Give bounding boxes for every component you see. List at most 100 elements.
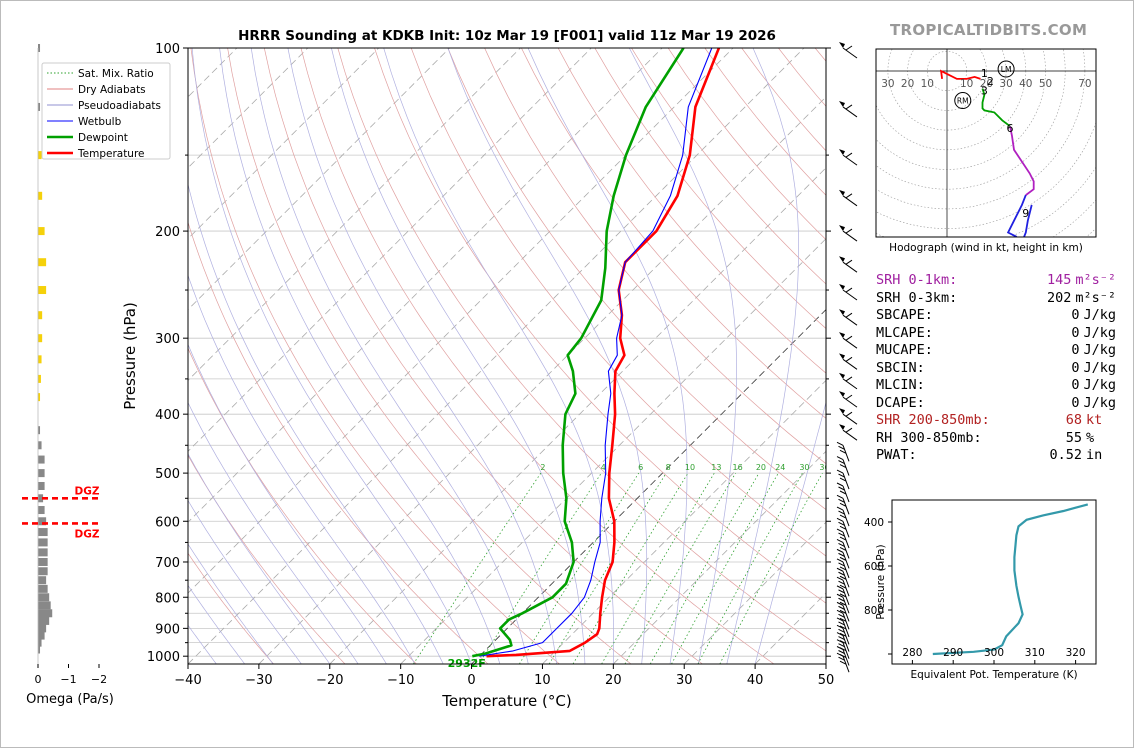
barb-shaft xyxy=(842,314,858,326)
barb-feather xyxy=(839,464,847,469)
legend-label: Dewpoint xyxy=(78,132,128,144)
barb-flag xyxy=(839,391,845,398)
barb-flag xyxy=(839,372,845,379)
index-value: 68 xyxy=(1065,412,1082,428)
wind-barb xyxy=(836,548,850,569)
pseudoadiabat xyxy=(447,48,648,664)
omega-bar xyxy=(38,469,45,478)
storm-motion-marker xyxy=(954,92,972,110)
isotherm-line xyxy=(188,48,521,381)
omega-tick-label: −1 xyxy=(60,673,76,686)
wind-barb xyxy=(839,42,858,59)
barb-feather xyxy=(839,502,847,507)
isotherm-line xyxy=(188,48,734,594)
dry-adiabat xyxy=(374,48,826,604)
x-tick-label: 50 xyxy=(818,673,835,688)
omega-bar xyxy=(38,631,45,640)
barb-feather xyxy=(836,601,844,606)
x-tick-label: 20 xyxy=(605,673,622,688)
dry-adiabat xyxy=(594,48,826,329)
pseudoadiabat xyxy=(331,48,586,664)
isotherm-line xyxy=(188,48,663,523)
index-row: MLCAPE: 0 J/kg xyxy=(876,325,1116,343)
wind-barb xyxy=(839,256,858,273)
pseudoadiabat xyxy=(188,343,387,664)
barb-feather xyxy=(839,514,847,519)
barb-shaft xyxy=(842,429,858,441)
legend-label: Sat. Mix. Ratio xyxy=(78,68,154,80)
barb-shaft xyxy=(842,337,858,349)
omega-bar xyxy=(38,286,47,295)
omega-bar xyxy=(38,616,50,625)
dry-adiabat xyxy=(263,48,703,664)
wind-barb xyxy=(836,624,850,645)
hodograph-ring-label: 30 xyxy=(881,78,894,90)
index-value: 202 xyxy=(1046,289,1072,306)
index-row: SHR 200-850mb: 68 kt xyxy=(876,412,1116,430)
hodograph-height-label: 3 xyxy=(981,85,988,98)
y-tick-label: 800 xyxy=(155,591,180,606)
x-tick-label: −20 xyxy=(316,673,343,688)
omega-bar xyxy=(38,102,41,111)
index-unit: J/kg xyxy=(1083,342,1116,358)
omega-bar xyxy=(38,44,41,52)
x-tick-label: −30 xyxy=(245,673,272,688)
sounding-indices: SRH 0-1km: 145 m²s⁻² SRH 0-3km: 202 m²s⁻² SBCA… xyxy=(876,272,1116,465)
omega-plot: 0 −1 −2 Omega (Pa/s) DGZ DGZ xyxy=(22,44,114,707)
barb-flag xyxy=(839,332,845,339)
barb-feather xyxy=(839,625,847,630)
index-unit: J/kg xyxy=(1083,324,1116,341)
x-tick-label: −40 xyxy=(174,673,201,688)
hodograph-frame xyxy=(875,48,1097,238)
hodograph-trace xyxy=(981,88,1011,127)
barb-feather xyxy=(839,601,847,606)
barb-feather xyxy=(836,494,844,499)
barb-feather xyxy=(845,228,853,234)
series-line-dewpoint xyxy=(472,48,685,658)
index-label: SBCAPE: xyxy=(876,307,933,323)
index-unit: m²s⁻² xyxy=(1075,289,1116,306)
index-value: 0 xyxy=(1071,307,1080,323)
y-tick-label: 600 xyxy=(155,515,180,530)
dry-adiabat xyxy=(447,48,826,511)
index-row: SRH 0-1km: 145 m²s⁻² xyxy=(876,272,1116,290)
barb-feather xyxy=(838,580,845,585)
y-tick-label: 100 xyxy=(155,42,180,57)
index-unit: kt xyxy=(1086,412,1103,428)
omega-bar xyxy=(38,334,43,343)
barb-shaft xyxy=(842,261,858,273)
wind-barb xyxy=(836,517,850,538)
barb-feather xyxy=(839,556,847,561)
mixing-ratio-line xyxy=(601,472,715,664)
barb-flag xyxy=(839,100,845,107)
wind-barb xyxy=(839,372,858,390)
barb-feather xyxy=(845,427,853,433)
wind-barb xyxy=(839,309,858,326)
index-label: DCAPE: xyxy=(876,394,925,411)
barb-shaft xyxy=(842,358,858,370)
index-label: RH 300-850mb: xyxy=(876,429,982,446)
pseudoadiabat xyxy=(188,584,245,664)
barb-feather xyxy=(836,585,844,590)
dry-adiabat xyxy=(337,48,826,652)
index-label: MLCAPE: xyxy=(876,324,933,341)
barb-feather xyxy=(836,528,844,533)
chart-legend: Sat. Mix. Ratio Dry Adiabats Pseudoadiabat… xyxy=(41,62,171,160)
hodograph-ring-label: 10 xyxy=(960,78,973,90)
barb-feather xyxy=(839,584,847,589)
barb-feather xyxy=(838,571,845,576)
barb-feather xyxy=(836,624,844,629)
mixing-ratio-line xyxy=(624,472,736,664)
theta-e-area xyxy=(932,503,1089,656)
y-tick-label: 1000 xyxy=(147,650,180,665)
index-unit: J/kg xyxy=(1083,377,1116,393)
storm-motion-label: LM xyxy=(1001,65,1012,74)
omega-bar xyxy=(38,481,45,490)
barb-feather xyxy=(836,617,844,622)
barb-feather xyxy=(838,605,845,610)
omega-bar xyxy=(38,426,41,435)
theta-e-y-tick-label: 800 xyxy=(864,605,884,617)
index-row: DCAPE: 0 J/kg xyxy=(876,395,1116,413)
pseudoadiabat xyxy=(188,274,416,664)
y-tick-label: 500 xyxy=(155,467,180,482)
